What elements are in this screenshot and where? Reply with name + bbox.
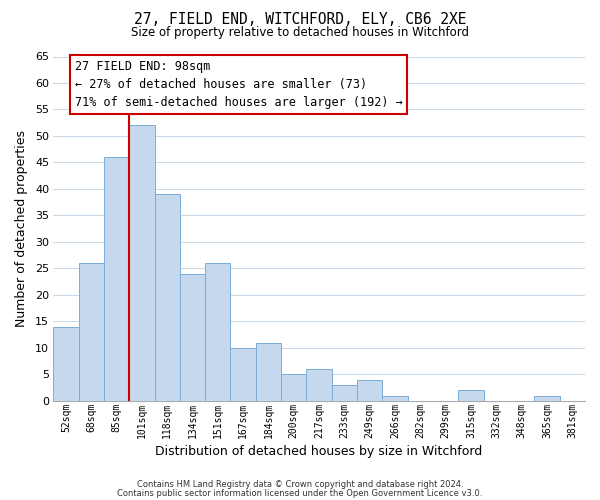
Bar <box>230 348 256 401</box>
Bar <box>332 385 357 401</box>
Text: 27, FIELD END, WITCHFORD, ELY, CB6 2XE: 27, FIELD END, WITCHFORD, ELY, CB6 2XE <box>134 12 466 28</box>
Y-axis label: Number of detached properties: Number of detached properties <box>15 130 28 327</box>
Bar <box>104 157 129 401</box>
Text: Size of property relative to detached houses in Witchford: Size of property relative to detached ho… <box>131 26 469 39</box>
Bar <box>307 369 332 401</box>
X-axis label: Distribution of detached houses by size in Witchford: Distribution of detached houses by size … <box>155 444 483 458</box>
Bar <box>180 274 205 401</box>
Bar <box>205 263 230 401</box>
Bar <box>129 126 155 401</box>
Bar <box>53 326 79 401</box>
Bar <box>79 263 104 401</box>
Text: Contains HM Land Registry data © Crown copyright and database right 2024.: Contains HM Land Registry data © Crown c… <box>137 480 463 489</box>
Text: Contains public sector information licensed under the Open Government Licence v3: Contains public sector information licen… <box>118 489 482 498</box>
Bar <box>357 380 382 401</box>
Bar <box>382 396 408 401</box>
Bar <box>256 342 281 401</box>
Text: 27 FIELD END: 98sqm
← 27% of detached houses are smaller (73)
71% of semi-detach: 27 FIELD END: 98sqm ← 27% of detached ho… <box>74 60 402 109</box>
Bar <box>458 390 484 401</box>
Bar <box>281 374 307 401</box>
Bar <box>155 194 180 401</box>
Bar <box>535 396 560 401</box>
